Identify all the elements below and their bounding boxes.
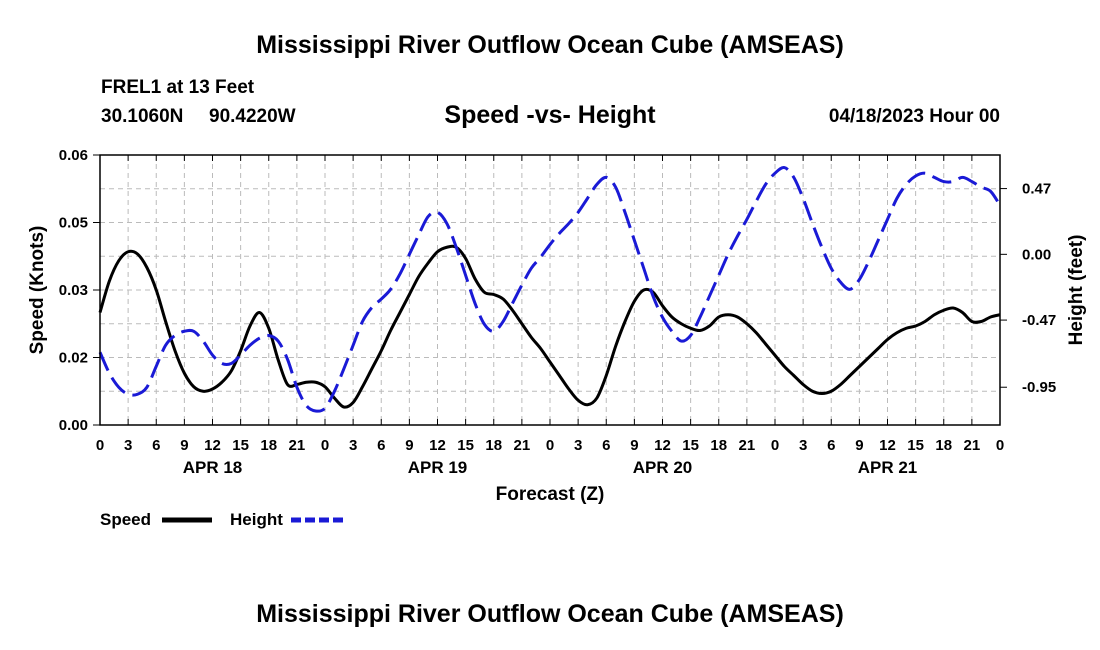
x-tick-label: 3 (574, 437, 582, 454)
station-lat: 30.1060N (101, 106, 184, 127)
x-tick-label: 21 (964, 437, 981, 454)
y2-tick-label: -0.47 (1022, 312, 1056, 329)
x-tick-label: 12 (654, 437, 671, 454)
footer-title: Mississippi River Outflow Ocean Cube (AM… (256, 600, 844, 628)
station-name: FREL1 at 13 Feet (101, 77, 255, 98)
forecast-datetime: 04/18/2023 Hour 00 (828, 106, 1000, 127)
x-tick-label: 3 (799, 437, 807, 454)
height-series-line (98, 166, 1002, 413)
x-tick-label: 9 (180, 437, 188, 454)
x-tick-label: 3 (124, 437, 132, 454)
x-tick-label: 12 (429, 437, 446, 454)
x-tick-label: 12 (879, 437, 896, 454)
x-tick-label: 6 (152, 437, 160, 454)
chart-labels: Forecast (Z) Speed (Knots) Height (feet) (27, 226, 1087, 505)
x-tick-label: 3 (349, 437, 357, 454)
x-day-label: APR 20 (633, 458, 693, 477)
legend: Speed Height (100, 510, 343, 529)
main-title: Mississippi River Outflow Ocean Cube (AM… (256, 31, 844, 59)
x-tick-label: 9 (630, 437, 638, 454)
x-tick-label: 9 (855, 437, 863, 454)
x-tick-label: 0 (771, 437, 779, 454)
x-day-label: APR 19 (408, 458, 468, 477)
chart-title: Speed -vs- Height (444, 101, 656, 129)
chart-series (98, 166, 1002, 413)
legend-speed-label: Speed (100, 510, 151, 529)
y-tick-label: 0.00 (59, 417, 88, 434)
x-day-label: APR 18 (183, 458, 243, 477)
x-axis-label: Forecast (Z) (496, 484, 605, 505)
chart-grid (100, 155, 1000, 425)
y2-tick-label: 0.00 (1022, 246, 1051, 263)
x-tick-label: 21 (514, 437, 531, 454)
x-tick-label: 18 (260, 437, 277, 454)
x-tick-label: 9 (405, 437, 413, 454)
x-tick-label: 6 (602, 437, 610, 454)
x-day-label: APR 21 (858, 458, 918, 477)
x-tick-label: 0 (321, 437, 329, 454)
y2-tick-label: 0.47 (1022, 181, 1051, 198)
y2-axis-label: Height (feet) (1066, 235, 1087, 346)
x-tick-label: 0 (996, 437, 1004, 454)
y-axis-label: Speed (Knots) (27, 226, 48, 355)
x-tick-label: 18 (710, 437, 727, 454)
x-tick-label: 15 (457, 437, 474, 454)
x-tick-label: 0 (96, 437, 104, 454)
speed-series-line (98, 244, 1001, 409)
x-tick-label: 6 (827, 437, 835, 454)
x-tick-label: 0 (546, 437, 554, 454)
x-tick-label: 21 (739, 437, 756, 454)
x-tick-label: 18 (485, 437, 502, 454)
station-lon: 90.4220W (209, 106, 296, 127)
y2-tick-label: -0.95 (1022, 379, 1056, 396)
x-tick-label: 21 (289, 437, 306, 454)
chart-ticks: 0 3 6 9 12 15 18 21 0 3 6 9 12 15 18 21 0 3 6 9 12 15 18 21 0 3 6 9… (59, 147, 1056, 477)
x-tick-label: 15 (907, 437, 924, 454)
x-tick-label: 15 (682, 437, 699, 454)
x-tick-label: 6 (377, 437, 385, 454)
y-tick-label: 0.05 (59, 215, 88, 232)
x-tick-label: 12 (204, 437, 221, 454)
y-tick-label: 0.02 (59, 350, 88, 367)
y-tick-label: 0.03 (59, 282, 88, 299)
x-tick-label: 18 (935, 437, 952, 454)
legend-height-label: Height (230, 510, 283, 529)
y-tick-label: 0.06 (59, 147, 88, 164)
x-tick-label: 15 (232, 437, 249, 454)
